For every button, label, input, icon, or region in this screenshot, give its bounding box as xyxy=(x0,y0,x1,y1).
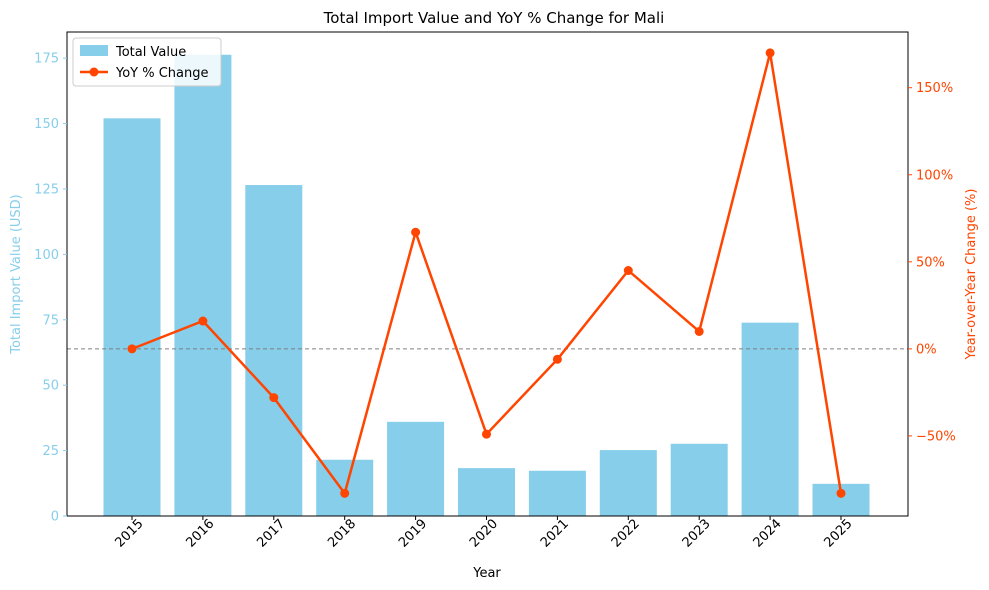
bar-2022 xyxy=(599,450,657,516)
yoy-point-2015 xyxy=(127,344,137,354)
legend-box xyxy=(72,37,222,87)
x-tick-label-2023: 2023 xyxy=(680,517,714,551)
y-tick-label-125: 125 xyxy=(34,182,59,197)
yoy-line xyxy=(131,51,843,495)
y-tick-label-100: 100 xyxy=(34,248,59,263)
y-tick-label-175: 175 xyxy=(34,52,59,67)
chart-title: Total Import Value and YoY % Change for … xyxy=(323,9,665,27)
y2-tick-label--50: −50% xyxy=(916,429,956,444)
x-tick-label-2017: 2017 xyxy=(254,517,288,551)
yoy-point-2017 xyxy=(269,393,279,403)
x-tick-label-2015: 2015 xyxy=(113,517,147,551)
yoy-point-2021 xyxy=(552,354,562,364)
legend-swatch-yoy-marker xyxy=(89,67,99,77)
yoy-point-2022 xyxy=(623,266,633,276)
yoy-point-2016 xyxy=(198,316,208,326)
y-axis-left: 0 25 50 75 100 125 150 175 xyxy=(34,52,67,525)
bar-2017 xyxy=(245,185,303,516)
x-tick-label-2018: 2018 xyxy=(325,517,359,551)
bar-2023 xyxy=(670,443,728,516)
bars-layer xyxy=(103,54,870,517)
legend-label-total-value: Total Value xyxy=(115,45,186,60)
x-tick-label-2020: 2020 xyxy=(467,517,501,551)
yoy-point-2020 xyxy=(482,429,491,439)
bar-2024 xyxy=(741,322,799,516)
y-axis-title: Total Import Value (USD) xyxy=(9,194,24,355)
y2-tick-label-0: 0% xyxy=(916,342,937,357)
y2-axis-title: Year-over-Year Change (%) xyxy=(964,189,979,361)
yoy-point-2023 xyxy=(694,326,704,336)
y-tick-label-0: 0 xyxy=(51,510,59,525)
bar-2020 xyxy=(458,468,515,516)
x-tick-label-2024: 2024 xyxy=(751,517,785,551)
y-tick-label-25: 25 xyxy=(42,444,59,459)
x-axis-title: Year xyxy=(472,566,501,581)
bar-2021 xyxy=(528,470,586,516)
yoy-point-2019 xyxy=(411,227,421,237)
bar-2019 xyxy=(387,421,445,516)
yoy-point-2024 xyxy=(765,48,775,58)
bar-2016 xyxy=(174,54,232,517)
x-axis: 2015 2016 2017 2018 2019 2020 2021 2022 2023 2024… xyxy=(113,516,856,551)
x-tick-label-2022: 2022 xyxy=(609,517,643,551)
x-tick-label-2019: 2019 xyxy=(396,517,430,551)
x-tick-label-2021: 2021 xyxy=(538,517,572,551)
x-tick-label-2025: 2025 xyxy=(822,517,856,551)
y-tick-label-75: 75 xyxy=(42,313,59,328)
y2-tick-label-50: 50% xyxy=(916,255,945,270)
legend: Total Value YoY % Change xyxy=(72,37,222,87)
y2-tick-label-150: 150% xyxy=(916,81,953,96)
y-tick-label-150: 150 xyxy=(34,117,59,132)
y2-tick-label-100: 100% xyxy=(916,168,953,183)
y-axis-right: −50% 0% 50% 100% 150% xyxy=(908,81,956,444)
plot-frame xyxy=(66,31,909,517)
y-tick-label-50: 50 xyxy=(42,379,59,394)
x-tick-label-2016: 2016 xyxy=(183,517,217,551)
legend-swatch-total-value xyxy=(80,45,108,56)
legend-label-yoy-change: YoY % Change xyxy=(115,66,209,81)
yoy-point-2025 xyxy=(836,488,846,498)
yoy-line-layer xyxy=(127,48,846,498)
bar-2015 xyxy=(103,118,161,516)
yoy-point-2018 xyxy=(340,488,350,498)
